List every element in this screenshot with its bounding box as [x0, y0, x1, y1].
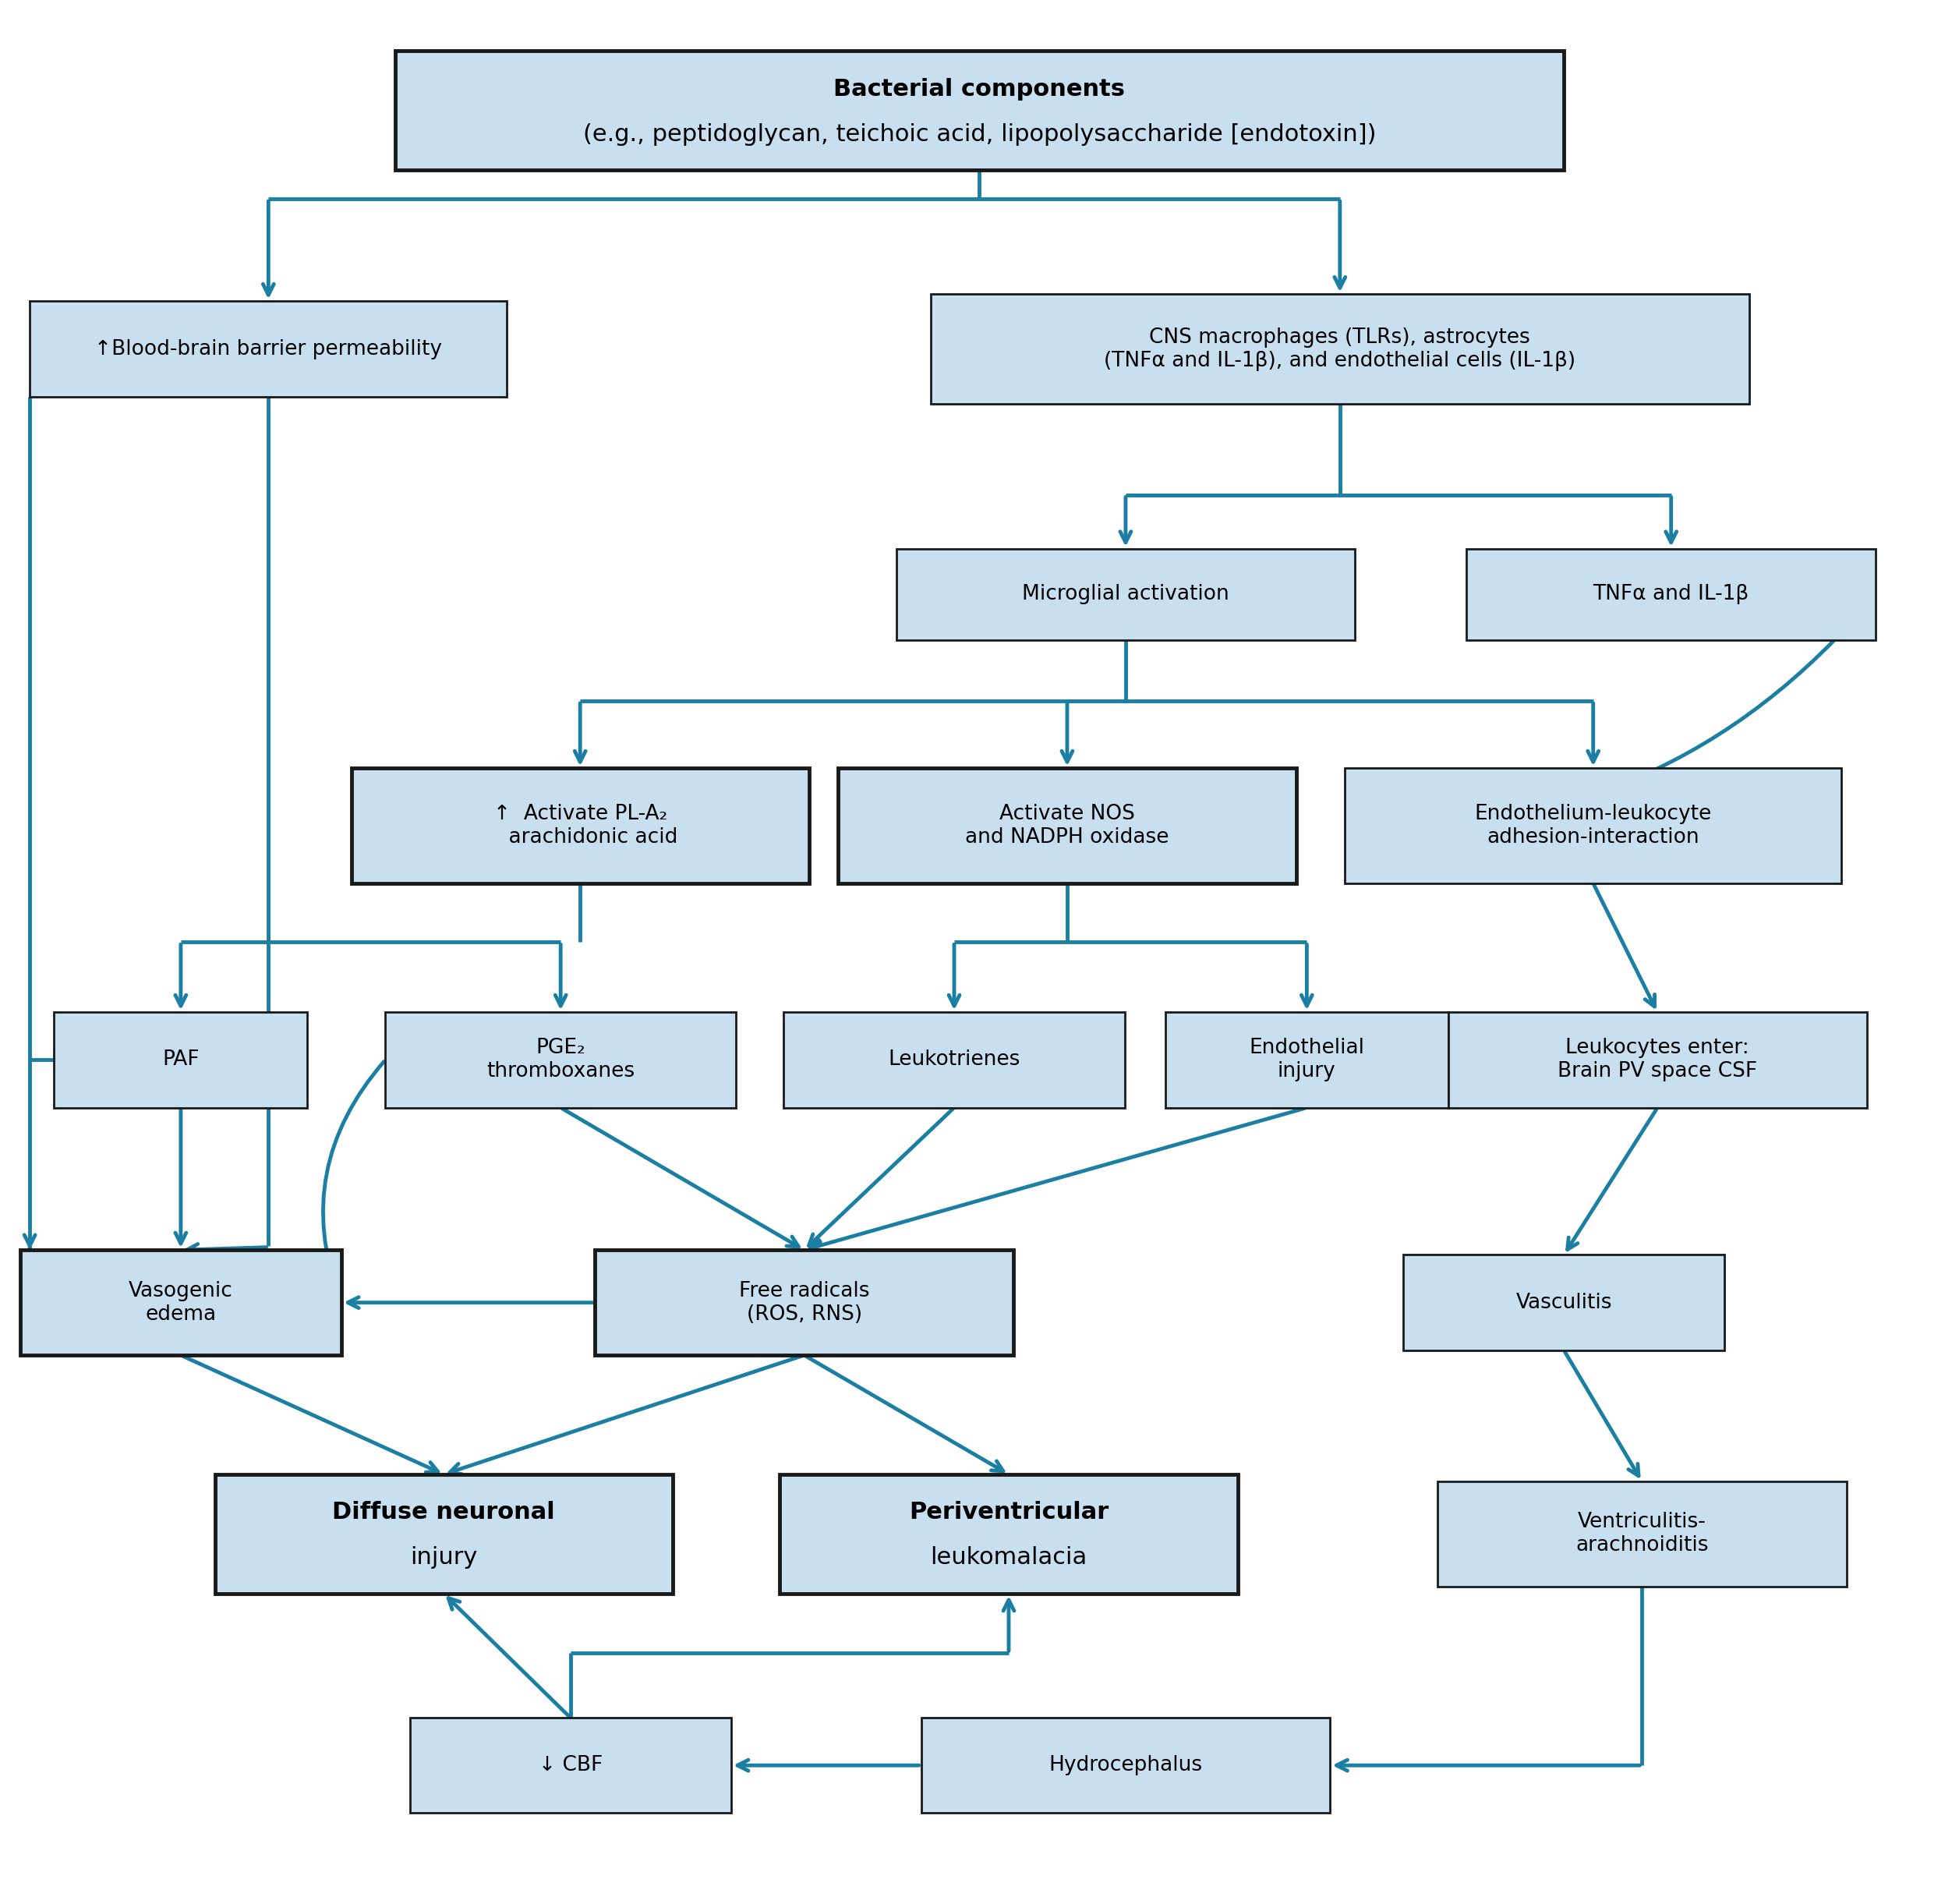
FancyBboxPatch shape	[1403, 1255, 1724, 1350]
Text: injury: injury	[409, 1546, 478, 1569]
Text: Activate NOS
and NADPH oxidase: Activate NOS and NADPH oxidase	[966, 803, 1170, 847]
Text: ↑Blood-brain barrier permeability: ↑Blood-brain barrier permeability	[94, 339, 443, 360]
FancyBboxPatch shape	[396, 51, 1563, 169]
FancyBboxPatch shape	[1448, 1013, 1867, 1108]
Text: (e.g., peptidoglycan, teichoic acid, lipopolysaccharide [endotoxin]): (e.g., peptidoglycan, teichoic acid, lip…	[584, 124, 1375, 147]
FancyBboxPatch shape	[1344, 769, 1841, 883]
Text: leukomalacia: leukomalacia	[931, 1546, 1087, 1569]
FancyBboxPatch shape	[386, 1013, 737, 1108]
Text: ↑  Activate PL-A₂
    arachidonic acid: ↑ Activate PL-A₂ arachidonic acid	[482, 803, 678, 847]
Text: Endothelium-leukocyte
adhesion-interaction: Endothelium-leukocyte adhesion-interacti…	[1475, 803, 1712, 847]
FancyBboxPatch shape	[409, 1717, 731, 1813]
FancyBboxPatch shape	[780, 1474, 1238, 1594]
Text: CNS macrophages (TLRs), astrocytes
(TNFα and IL-1β), and endothelial cells (IL-1: CNS macrophages (TLRs), astrocytes (TNFα…	[1105, 327, 1575, 371]
Text: Free radicals
(ROS, RNS): Free radicals (ROS, RNS)	[739, 1281, 870, 1325]
Text: Vasogenic
edema: Vasogenic edema	[129, 1281, 233, 1325]
Text: PAF: PAF	[163, 1049, 200, 1070]
Text: PGE₂
thromboxanes: PGE₂ thromboxanes	[486, 1038, 635, 1081]
FancyBboxPatch shape	[351, 769, 809, 883]
Text: Endothelial
injury: Endothelial injury	[1250, 1038, 1365, 1081]
Text: Ventriculitis-
arachnoiditis: Ventriculitis- arachnoiditis	[1575, 1512, 1708, 1556]
FancyBboxPatch shape	[29, 301, 507, 396]
Text: Diffuse neuronal: Diffuse neuronal	[333, 1500, 554, 1523]
FancyBboxPatch shape	[215, 1474, 672, 1594]
FancyBboxPatch shape	[55, 1013, 308, 1108]
Text: Hydrocephalus: Hydrocephalus	[1048, 1755, 1203, 1776]
Text: TNFα and IL-1β: TNFα and IL-1β	[1593, 585, 1749, 605]
FancyBboxPatch shape	[921, 1717, 1330, 1813]
FancyBboxPatch shape	[838, 769, 1297, 883]
Text: Periventricular: Periventricular	[909, 1500, 1109, 1523]
FancyBboxPatch shape	[1467, 548, 1875, 640]
FancyBboxPatch shape	[1438, 1481, 1847, 1586]
Text: Bacterial components: Bacterial components	[835, 78, 1124, 101]
FancyBboxPatch shape	[20, 1251, 341, 1356]
Text: Leukocytes enter:
Brain PV space CSF: Leukocytes enter: Brain PV space CSF	[1557, 1038, 1757, 1081]
FancyBboxPatch shape	[596, 1251, 1013, 1356]
Text: ↓ CBF: ↓ CBF	[539, 1755, 603, 1776]
FancyBboxPatch shape	[931, 295, 1749, 404]
Text: Microglial activation: Microglial activation	[1023, 585, 1228, 605]
FancyBboxPatch shape	[784, 1013, 1124, 1108]
FancyBboxPatch shape	[1166, 1013, 1448, 1108]
Text: Leukotrienes: Leukotrienes	[887, 1049, 1021, 1070]
Text: Vasculitis: Vasculitis	[1516, 1293, 1612, 1312]
FancyBboxPatch shape	[897, 548, 1354, 640]
